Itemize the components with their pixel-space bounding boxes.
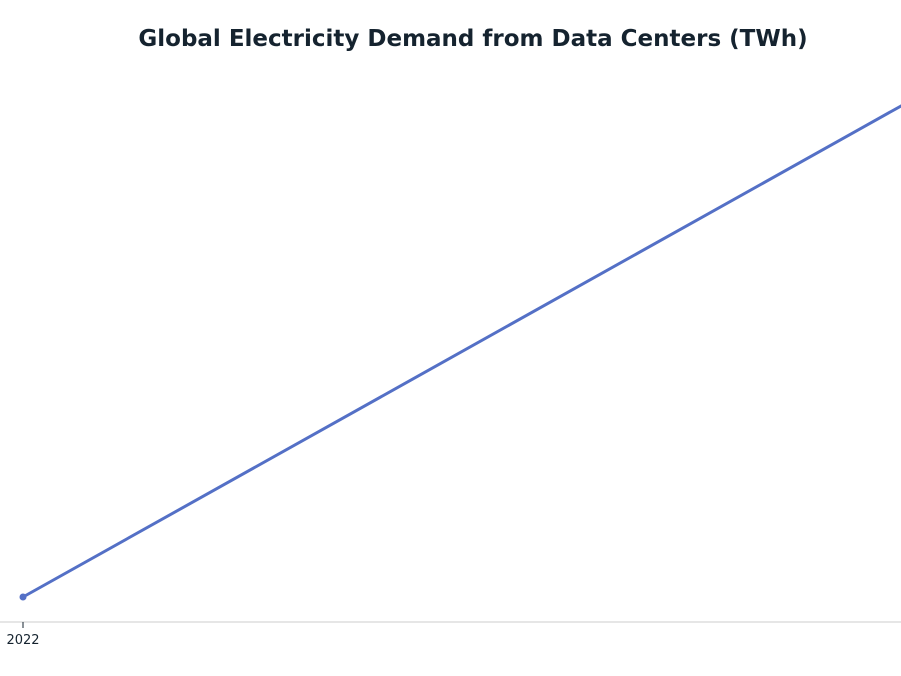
series-line: [21, 104, 901, 599]
chart-title: Global Electricity Demand from Data Cent…: [138, 26, 808, 52]
x-tick-label: 2022: [6, 633, 39, 648]
series-layer: [19, 104, 901, 601]
data-point[interactable]: [19, 593, 27, 601]
x-axis-ticks: 2022: [6, 622, 40, 648]
